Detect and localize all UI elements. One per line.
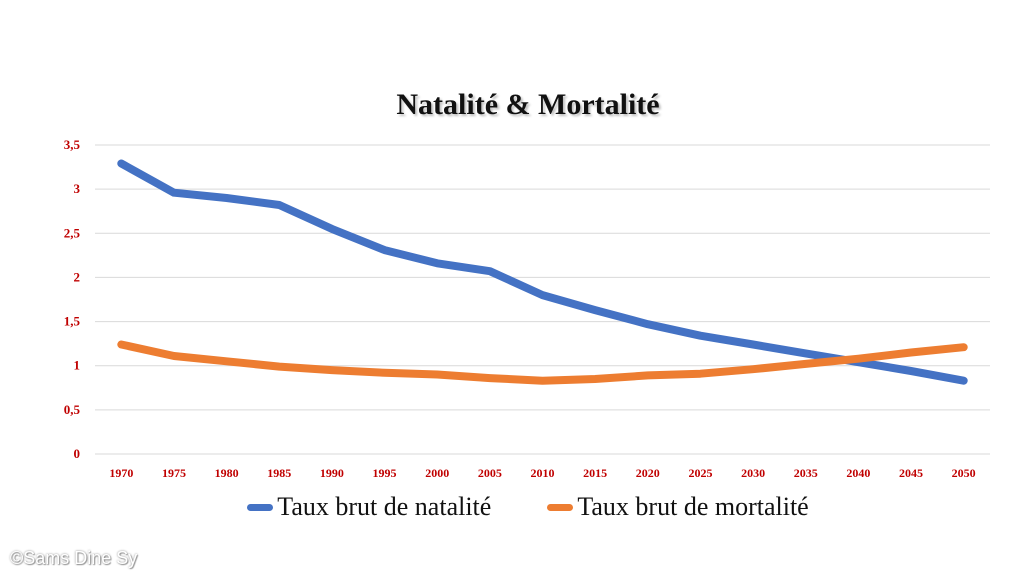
y-tick-label: 2,5	[64, 225, 81, 240]
x-tick-label: 2010	[531, 466, 555, 480]
gridlines	[95, 144, 990, 455]
x-tick-label: 1970	[109, 466, 133, 480]
legend-swatch-natalite	[247, 503, 274, 511]
y-tick-label: 0,5	[64, 402, 81, 417]
series-line-mortalite	[117, 340, 968, 385]
x-axis-ticks: 1970 1975 1980 1985 1990 1995 2000 2005 2010 2015…	[109, 466, 975, 480]
x-tick-label: 1985	[267, 466, 291, 480]
legend-label-mortalite: Taux brut de mortalité	[577, 492, 809, 521]
x-tick-label: 1975	[162, 466, 186, 480]
x-tick-label: 2045	[899, 466, 923, 480]
y-tick-label: 3,5	[64, 137, 81, 152]
x-tick-label: 1980	[215, 466, 239, 480]
x-tick-label: 2005	[478, 466, 502, 480]
y-tick-label: 3	[74, 181, 81, 196]
legend: Taux brut de natalité Taux brut de morta…	[0, 492, 1024, 522]
x-tick-label: 1990	[320, 466, 344, 480]
y-tick-label: 1	[74, 358, 81, 373]
x-tick-label: 2030	[741, 466, 765, 480]
legend-swatch-mortalite	[547, 503, 574, 511]
series-line-natalite	[117, 159, 968, 385]
y-tick-label: 2	[74, 269, 81, 284]
x-tick-label: 2000	[425, 466, 449, 480]
legend-label-natalite: Taux brut de natalité	[277, 492, 492, 521]
x-tick-label: 2015	[583, 466, 607, 480]
watermark: ©Sams Dine Sy	[10, 548, 138, 568]
y-axis-ticks: 0 0,5 1 1,5 2 2,5 3 3,5	[64, 137, 81, 461]
x-tick-label: 2020	[636, 466, 660, 480]
y-tick-label: 1,5	[64, 314, 81, 329]
x-tick-label: 1995	[373, 466, 397, 480]
legend-item-natalite: Taux brut de natalité	[247, 492, 491, 522]
chart-title: Natalité & Mortalité	[396, 88, 660, 121]
x-tick-label: 2025	[688, 466, 712, 480]
x-tick-label: 2040	[846, 466, 870, 480]
series-lines	[117, 159, 968, 385]
x-tick-label: 2050	[952, 466, 976, 480]
y-tick-label: 0	[74, 446, 81, 461]
legend-item-mortalite: Taux brut de mortalité	[547, 492, 809, 522]
x-tick-label: 2035	[794, 466, 818, 480]
